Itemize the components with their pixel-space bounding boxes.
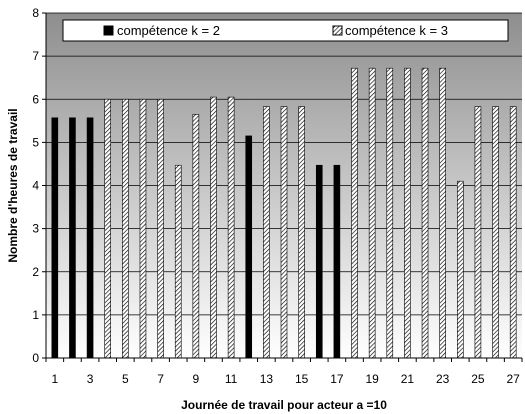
legend-swatch-k3 [332,25,343,36]
legend-label-k2: compétence k = 2 [117,23,220,38]
legend-box [62,19,509,42]
x-tick-label: 3 [87,372,94,386]
bar-k3-day-7 [157,98,164,359]
y-tick-label: 7 [32,49,39,63]
x-tick-label: 7 [157,372,164,386]
bar-k3-day-10 [210,96,217,359]
legend-swatch-k2 [103,25,114,36]
bar-k3-day-20 [386,67,394,359]
x-tick-label: 23 [436,372,450,386]
bar-k3-day-6 [139,98,147,359]
bar-k2-day-12 [245,135,253,359]
bar-k3-day-21 [404,67,411,359]
bar-k3-day-5 [122,98,129,359]
bar-k3-day-15 [298,106,305,359]
x-tick-label: 25 [471,372,485,386]
legend-label-k3: compétence k = 3 [345,23,448,38]
y-tick-label: 1 [32,308,39,322]
bar-k3-day-14 [280,106,288,359]
y-tick-label: 2 [32,265,39,279]
bar-k2-day-1 [51,117,59,359]
axes [42,12,523,362]
x-tick-label: 1 [51,372,58,386]
x-tick-label: 13 [260,372,274,386]
x-tick-label: 21 [401,372,415,386]
bar-k3-day-18 [351,67,358,359]
bar-k2-day-3 [86,117,94,359]
y-axis-title: Nombre d'heures de travail [6,108,20,262]
bar-k3-day-8 [174,164,182,359]
bar-k3-day-24 [456,180,464,359]
bar-k3-day-4 [104,98,112,359]
bar-k3-day-23 [439,67,446,359]
bar-k2-day-16 [315,164,323,359]
bar-k3-day-22 [421,67,429,359]
bar-k2-day-17 [333,164,341,359]
x-tick-label: 5 [122,372,129,386]
x-tick-label: 27 [507,372,521,386]
bar-k3-day-27 [509,106,517,359]
x-axis-title: Journée de travail pour acteur a =10 [181,398,387,412]
x-tick-label: 11 [225,372,238,386]
y-tick-label: 3 [32,222,39,236]
bar-k3-day-19 [368,67,376,359]
bar-k2-day-2 [69,117,76,359]
y-tick-label: 4 [32,179,39,193]
x-tick-label: 19 [365,372,379,386]
y-tick-labels: 0 1 2 3 4 5 6 7 8 [32,6,39,365]
y-tick-label: 0 [32,351,39,365]
legend: compétence k = 2 compétence k = 3 [62,19,509,42]
y-tick-label: 8 [32,6,39,20]
x-tick-labels: 1 3 5 7 9 11 13 15 17 19 21 23 25 27 [51,372,520,386]
bar-k3-day-9 [192,114,200,359]
y-tick-label: 5 [32,135,39,149]
bar-k3-day-11 [227,96,235,359]
x-tick-label: 15 [295,372,309,386]
y-tick-label: 6 [32,92,39,106]
bar-k3-day-13 [263,106,270,359]
bar-k3-day-25 [474,106,482,359]
x-tick-label: 9 [193,372,200,386]
bar-k3-day-26 [492,106,499,359]
x-tick-label: 17 [330,372,344,386]
